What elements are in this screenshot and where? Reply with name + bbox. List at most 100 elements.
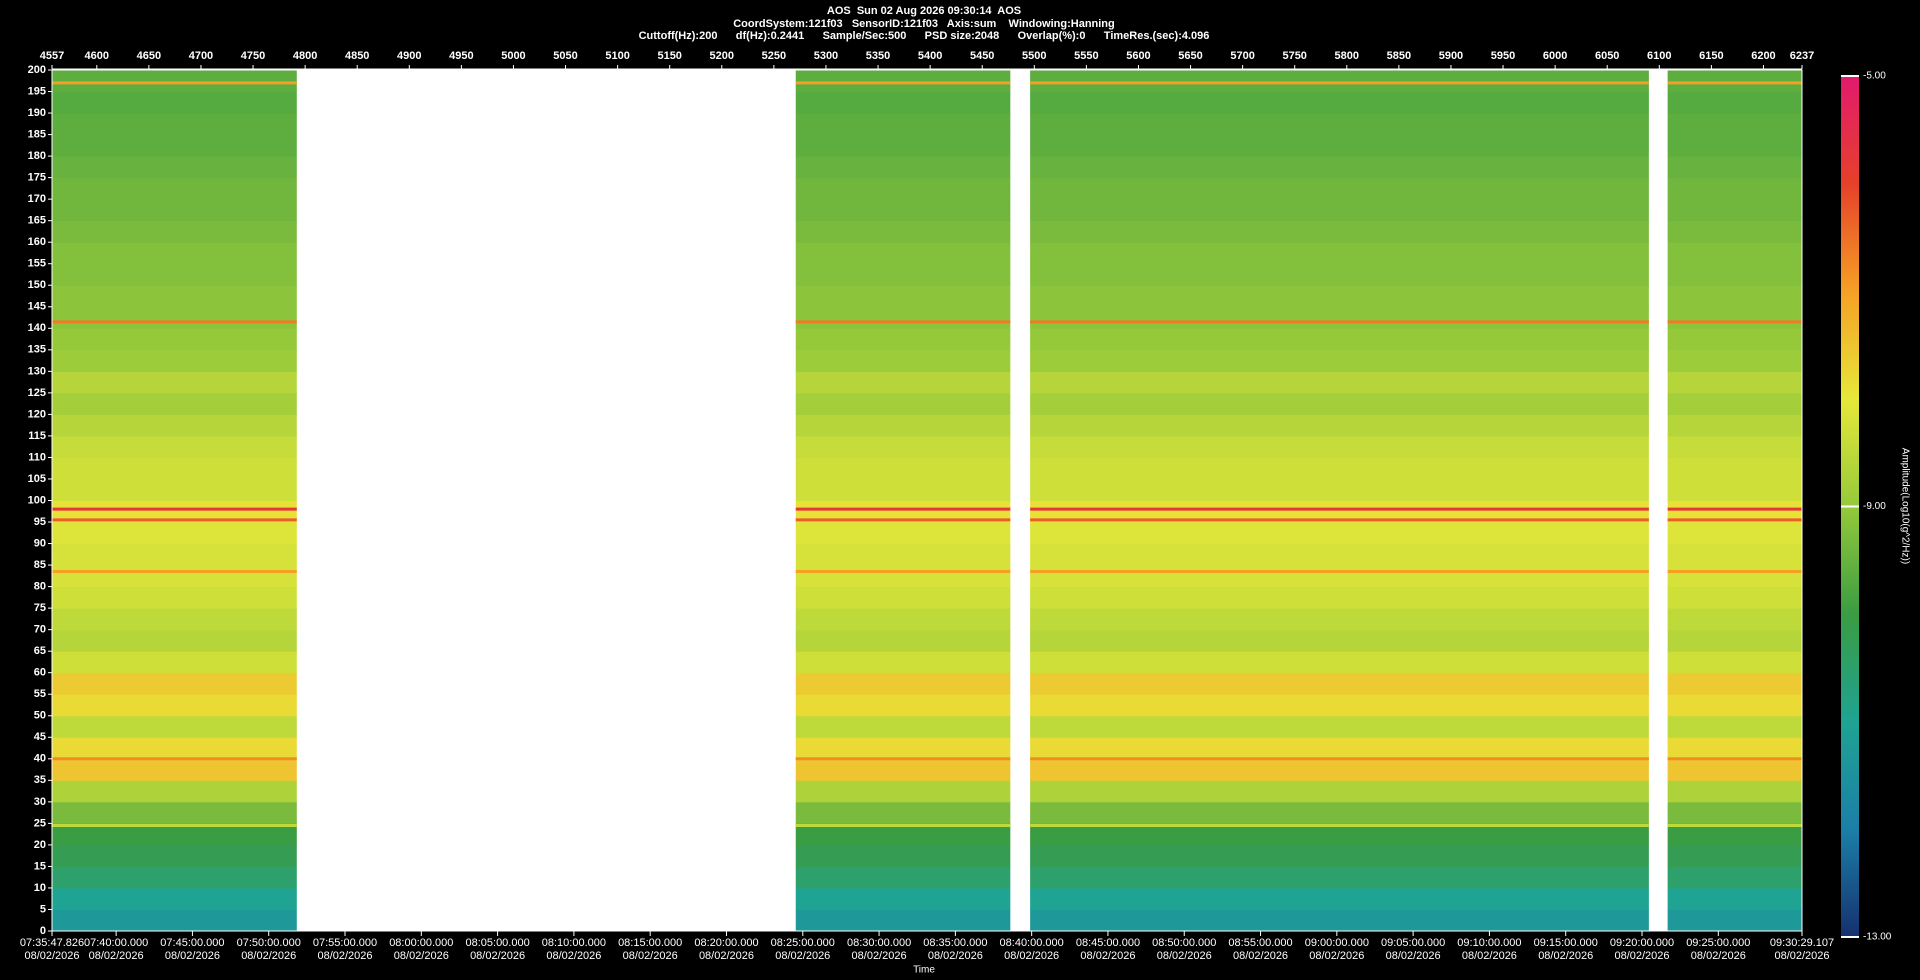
x-bottom-tick-date: 08/02/2026 xyxy=(699,950,754,962)
spectrogram-cell xyxy=(1667,543,1802,566)
x-bottom-tick-label: 09:05:00.000 xyxy=(1381,937,1445,949)
spectrogram-cell xyxy=(1030,543,1649,566)
y-tick-label: 15 xyxy=(34,860,46,872)
spectrogram-cell xyxy=(1667,565,1802,588)
x-bottom-tick-date: 08/02/2026 xyxy=(775,950,830,962)
spectrogram-cell xyxy=(795,522,1011,545)
spectrogram-cell xyxy=(795,70,1011,93)
y-tick-label: 175 xyxy=(28,172,46,184)
x-bottom-tick-date: 08/02/2026 xyxy=(24,950,79,962)
x-bottom-tick-date: 08/02/2026 xyxy=(241,950,296,962)
y-tick-label: 195 xyxy=(28,85,46,97)
x-bottom-tick-label: 08:40:00.000 xyxy=(1000,937,1064,949)
x-bottom-tick-date: 08/02/2026 xyxy=(1233,950,1288,962)
x-bottom-tick-label: 08:35:00.000 xyxy=(923,937,987,949)
spectrogram-cell xyxy=(795,909,1011,932)
spectrogram-cell xyxy=(52,887,297,910)
y-tick-label: 185 xyxy=(28,128,46,140)
colorbar-tick-label: -9.00 xyxy=(1863,501,1886,512)
x-top-tick-label: 5200 xyxy=(710,50,734,62)
spectrogram-cell xyxy=(1030,801,1649,824)
x-bottom-tick-label: 09:25:00.000 xyxy=(1686,937,1750,949)
x-top-tick-label: 5500 xyxy=(1022,50,1046,62)
spectrogram-cell xyxy=(795,629,1011,652)
spectrogram-cell xyxy=(1030,242,1649,265)
spectrogram-cell xyxy=(795,328,1011,351)
spectrogram-cell xyxy=(52,177,297,200)
spectrogram-cell xyxy=(1667,134,1802,157)
spectrogram-cell xyxy=(1667,457,1802,480)
spectrogram-cell xyxy=(1667,844,1802,867)
spectrogram-cell xyxy=(1667,780,1802,803)
spectrogram-cell xyxy=(52,414,297,437)
spectrogram-cell xyxy=(795,694,1011,717)
spectrogram-cell xyxy=(1030,91,1649,114)
spectrogram-cell xyxy=(52,758,297,781)
spectrogram-cell xyxy=(52,349,297,372)
x-top-tick-label: 6100 xyxy=(1647,50,1671,62)
spectrogram-cell xyxy=(795,220,1011,243)
spectrogram-cell xyxy=(1667,629,1802,652)
x-bottom-tick-date: 08/02/2026 xyxy=(317,950,372,962)
spectrogram-cell xyxy=(1030,866,1649,889)
spectrogram-cell xyxy=(52,543,297,566)
x-top-tick-label: 5050 xyxy=(553,50,577,62)
x-top-tick-label: 6050 xyxy=(1595,50,1619,62)
spectrogram-cell xyxy=(52,694,297,717)
chart-subtitle: CoordSystem:121f03 SensorID:121f03 Axis:… xyxy=(733,18,1115,30)
x-top-tick-label: 5800 xyxy=(1335,50,1359,62)
x-bottom-tick-date: 08/02/2026 xyxy=(1691,950,1746,962)
chart-subtitle: Cuttoff(Hz):200 df(Hz):0.2441 Sample/Sec… xyxy=(639,30,1210,42)
spectrogram-cell xyxy=(795,543,1011,566)
spectrogram-cell xyxy=(1030,70,1649,93)
spectrogram-cell xyxy=(52,801,297,824)
spectrogram-cell xyxy=(795,457,1011,480)
spectrogram-cell xyxy=(1030,629,1649,652)
y-tick-label: 200 xyxy=(28,64,46,76)
spectrogram-cell xyxy=(52,651,297,674)
x-bottom-tick-label: 08:05:00.000 xyxy=(465,937,529,949)
spectrogram-cell xyxy=(795,823,1011,846)
x-top-tick-label: 4750 xyxy=(241,50,265,62)
x-bottom-tick-date: 08/02/2026 xyxy=(1004,950,1059,962)
x-bottom-tick-label: 08:25:00.000 xyxy=(771,937,835,949)
x-bottom-tick-date: 08/02/2026 xyxy=(394,950,449,962)
y-tick-label: 75 xyxy=(34,602,46,614)
y-tick-label: 40 xyxy=(34,753,46,765)
spectrogram-cell xyxy=(52,500,297,523)
x-top-tick-label: 5550 xyxy=(1074,50,1098,62)
spectrogram-cell xyxy=(1667,909,1802,932)
spectrogram-cell xyxy=(795,285,1011,308)
x-bottom-tick-label: 07:50:00.000 xyxy=(237,937,301,949)
spectrogram-cell xyxy=(52,522,297,545)
spectrogram-cell xyxy=(1667,737,1802,760)
x-top-tick-label: 4600 xyxy=(85,50,109,62)
spectrogram-cell xyxy=(1030,285,1649,308)
spectrogram-cell xyxy=(1030,328,1649,351)
spectrogram-cell xyxy=(1030,435,1649,458)
x-bottom-tick-date: 08/02/2026 xyxy=(1386,950,1441,962)
x-bottom-tick-date: 08/02/2026 xyxy=(1462,950,1517,962)
spectrogram-cell xyxy=(795,306,1011,329)
spectrogram-cell xyxy=(795,134,1011,157)
x-bottom-tick-label: 08:30:00.000 xyxy=(847,937,911,949)
spectrogram-cell xyxy=(52,328,297,351)
spectrogram-cell xyxy=(795,91,1011,114)
x-top-tick-label: 5400 xyxy=(918,50,942,62)
colorbar-tick-label: -13.00 xyxy=(1863,932,1892,943)
spectrogram-cell xyxy=(52,156,297,179)
y-tick-label: 5 xyxy=(40,903,46,915)
spectrogram-cell xyxy=(1667,392,1802,415)
spectrogram-cell xyxy=(1667,478,1802,501)
y-tick-label: 50 xyxy=(34,710,46,722)
spectrogram-cell xyxy=(1030,156,1649,179)
spectrogram-cell xyxy=(52,608,297,631)
x-top-tick-label: 5650 xyxy=(1178,50,1202,62)
x-top-tick-label: 5700 xyxy=(1230,50,1254,62)
spectrogram-cell xyxy=(795,715,1011,738)
spectrogram-cell xyxy=(1030,263,1649,286)
y-tick-label: 85 xyxy=(34,559,46,571)
y-tick-label: 20 xyxy=(34,839,46,851)
x-top-tick-label: 5900 xyxy=(1439,50,1463,62)
x-bottom-tick-date: 08/02/2026 xyxy=(89,950,144,962)
